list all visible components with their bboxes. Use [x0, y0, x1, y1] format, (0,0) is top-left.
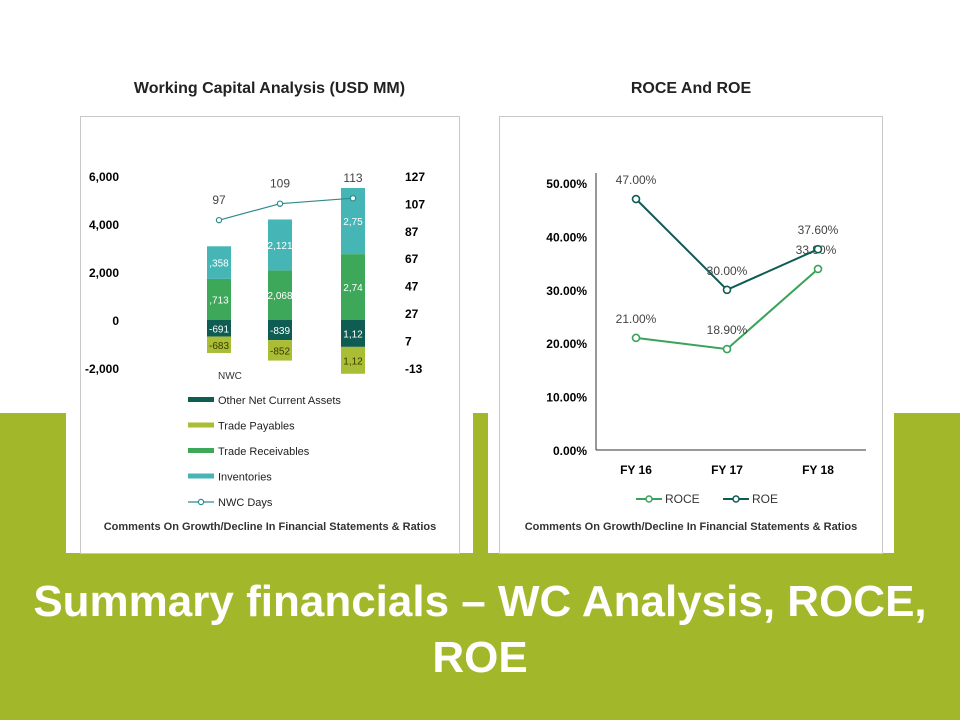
y-right-tick-label: -13: [405, 362, 423, 376]
wc-comment: Comments On Growth/Decline In Financial …: [103, 521, 437, 533]
y-right-tick-label: 127: [405, 170, 425, 184]
nwc-days-point: [349, 194, 357, 202]
legend-entry: NWC Days: [218, 497, 273, 509]
slide-title: Summary financials – WC Analysis, ROCE, …: [33, 577, 927, 682]
y-tick-label: 30.00%: [546, 284, 587, 298]
data-label-roe: 30.00%: [707, 264, 748, 278]
point-roce: [722, 344, 732, 354]
y-right-tick-label: 47: [405, 280, 419, 294]
nwc-days-point: [215, 216, 223, 224]
y-left-tick-label: 4,000: [89, 218, 119, 232]
legend-entry: ROCE: [665, 492, 700, 506]
nwc-axis-label: NWC: [218, 371, 242, 382]
y-left-tick-label: -2,000: [85, 362, 119, 376]
bar-data-label: 2,121: [267, 241, 292, 252]
bar-data-label: 2,75: [343, 217, 363, 228]
bar-trade-receivables: [268, 270, 292, 320]
bar-data-label: -683: [209, 341, 229, 352]
data-label-roce: 18.90%: [707, 323, 748, 337]
nwc-days-line: [218, 197, 354, 221]
x-tick-label: FY 16: [620, 463, 652, 477]
legend-entry: Inventories: [218, 472, 272, 484]
nwc-days-point: [276, 200, 284, 207]
y-right-tick-label: 67: [405, 252, 419, 266]
wc-chart-title: Working Capital Analysis (USD MM): [133, 80, 406, 97]
point-roe: [722, 285, 732, 295]
nwc-days-label: 109: [270, 177, 290, 191]
data-label-roe: 47.00%: [616, 173, 657, 187]
y-tick-label: 10.00%: [546, 391, 587, 405]
bar-inventories: [207, 246, 231, 279]
y-tick-label: 20.00%: [546, 337, 587, 351]
bar-trade-receivables: [207, 278, 231, 320]
legend-entry: ROE: [752, 492, 778, 506]
legend-entry: Other Net Current Assets: [218, 395, 341, 407]
legend-swatch: [188, 448, 214, 453]
legend-swatch-marker: [732, 495, 740, 503]
bar-inventories: [268, 219, 292, 271]
bar-trade-payables: [341, 346, 365, 374]
y-left-tick-label: 6,000: [89, 170, 119, 184]
legend-swatch: [188, 397, 214, 402]
bar-data-label: ,358: [209, 259, 229, 270]
data-label-roce: 21.00%: [616, 312, 657, 326]
x-tick-label: FY 18: [802, 463, 834, 477]
legend-swatch-marker: [645, 495, 653, 503]
roce-chart-title: ROCE And ROE: [630, 80, 752, 97]
data-label-roe: 37.60%: [798, 223, 839, 237]
y-left-tick-label: 2,000: [89, 266, 119, 280]
point-roe: [813, 244, 823, 254]
bar-data-label: 1,12: [343, 329, 363, 340]
bar-other-net-current-assets: [207, 320, 231, 337]
legend-swatch: [188, 473, 214, 479]
bar-other-net-current-assets: [268, 320, 292, 341]
legend-swatch: [188, 422, 214, 428]
x-tick-label: FY 17: [711, 463, 743, 477]
bar-data-label: 1,12: [343, 356, 363, 367]
roce-panel: ROCE And ROE 50.00% 40.00% 30.00% 20.00% 10.…: [488, 0, 894, 554]
bar-data-label: -691: [209, 324, 229, 335]
point-roce: [631, 333, 641, 343]
bar-data-label: 2,74: [343, 283, 363, 294]
bar-data-label: -852: [270, 346, 290, 357]
y-right-tick-label: 7: [405, 334, 412, 348]
y-tick-label: 50.00%: [546, 177, 587, 191]
bar-trade-payables: [207, 336, 231, 353]
point-roce: [813, 264, 823, 274]
legend-entry: Trade Receivables: [218, 446, 310, 458]
bar-trade-receivables: [341, 254, 365, 320]
y-right-tick-label: 27: [405, 307, 419, 321]
y-right-tick-label: 87: [405, 225, 419, 239]
nwc-days-label: 97: [212, 193, 226, 207]
nwc-days-label: 113: [343, 171, 362, 185]
y-tick-label: 40.00%: [546, 230, 587, 244]
bar-trade-payables: [268, 340, 292, 361]
y-right-tick-label: 107: [405, 197, 425, 211]
bar-data-label: ,713: [209, 295, 229, 306]
y-left-tick-label: 0: [112, 314, 119, 328]
roce-chart: 50.00% 40.00% 30.00% 20.00% 10.00% 0.00% FY 16…: [546, 173, 866, 506]
point-roe: [631, 194, 641, 204]
roce-chart-box: 50.00% 40.00% 30.00% 20.00% 10.00% 0.00% FY 16…: [499, 116, 883, 554]
legend-swatch-marker: [197, 498, 205, 506]
bar-data-label: 2,068: [267, 291, 292, 302]
wc-chart-box: 6,000 4,000 2,000 0 -2,000 127 107 87 67 47 27 7 -13…: [80, 116, 460, 554]
bar-other-net-current-assets: [341, 320, 365, 347]
y-tick-label: 0.00%: [553, 444, 587, 458]
wc-panel: Working Capital Analysis (USD MM) 6,000 4…: [66, 0, 473, 554]
legend-entry: Trade Payables: [218, 421, 295, 433]
roce-comment: Comments On Growth/Decline In Financial …: [524, 521, 858, 533]
wc-chart: 6,000 4,000 2,000 0 -2,000 127 107 87 67 47 27 7 -13…: [85, 170, 425, 509]
bar-data-label: -839: [270, 326, 290, 337]
